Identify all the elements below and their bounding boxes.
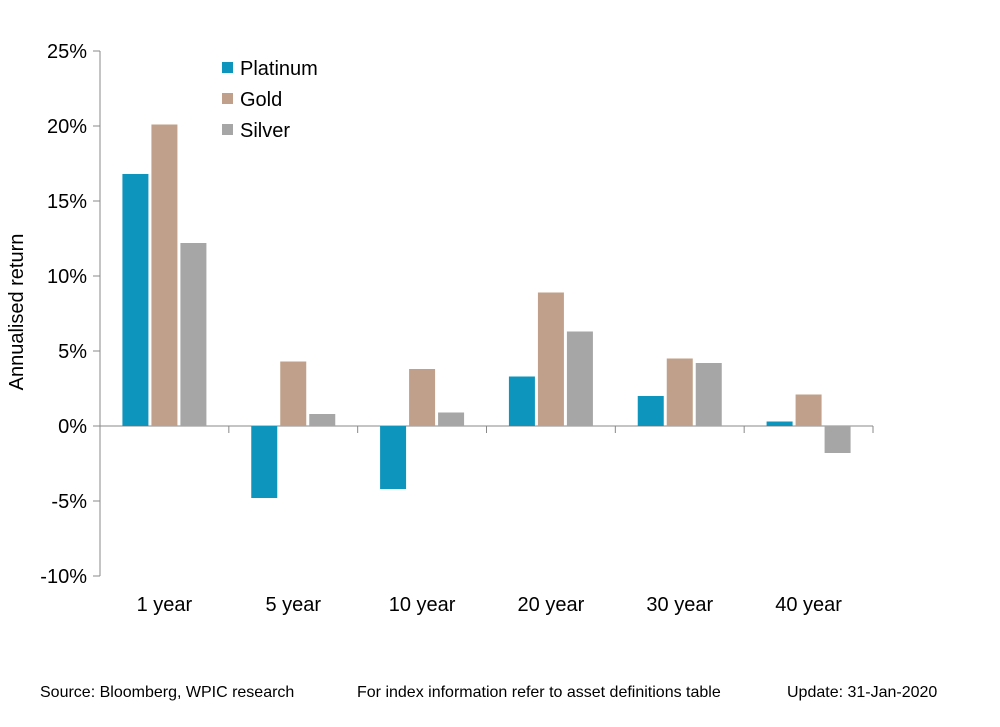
bar-gold (537, 292, 564, 426)
legend-swatch (222, 62, 233, 73)
bar-platinum (122, 174, 149, 426)
footer-source: Source: Bloomberg, WPIC research (40, 684, 295, 701)
y-axis: -10% -5% 0% 5% 10% 15% 20% 25% (40, 41, 101, 588)
bar-platinum (251, 426, 278, 498)
footer-update: Update: 31-Jan-2020 (787, 684, 938, 701)
footer-note: For index information refer to asset def… (357, 684, 721, 701)
bar-silver (438, 412, 465, 426)
legend-label: Gold (240, 89, 282, 111)
bar-platinum (766, 421, 793, 426)
x-tick-label: 10 year (389, 594, 456, 616)
x-tick-label: 40 year (775, 594, 842, 616)
y-tick-label: 10% (47, 266, 87, 288)
bar-silver (309, 414, 336, 426)
bar-gold (151, 124, 178, 426)
legend: Platinum Gold Silver (222, 58, 318, 142)
y-tick-label: 25% (47, 41, 87, 63)
x-tick-label: 30 year (646, 594, 713, 616)
x-tick-label: 1 year (137, 594, 193, 616)
bar-platinum (380, 426, 407, 489)
y-tick-label: 20% (47, 116, 87, 138)
bar-gold (795, 394, 822, 426)
bar-silver (824, 426, 851, 453)
y-tick-label: 0% (58, 416, 87, 438)
x-tick-label: 5 year (265, 594, 321, 616)
y-tick-label: 15% (47, 191, 87, 213)
bars (122, 124, 851, 498)
bar-gold (409, 369, 436, 426)
y-axis-label: Annualised return (6, 234, 28, 391)
bar-silver (180, 243, 207, 426)
y-tick-label: 5% (58, 341, 87, 363)
legend-label: Platinum (240, 58, 318, 80)
legend-swatch (222, 124, 233, 135)
bar-gold (280, 361, 307, 426)
bar-silver (695, 363, 722, 426)
y-tick-label: -5% (51, 491, 87, 513)
bar-platinum (508, 376, 535, 426)
legend-label: Silver (240, 120, 290, 142)
legend-swatch (222, 93, 233, 104)
bar-silver (566, 331, 593, 426)
x-axis: 1 year 5 year 10 year 20 year 30 year 40 year (99, 425, 874, 616)
x-tick-label: 20 year (518, 594, 585, 616)
bar-gold (666, 358, 693, 426)
y-tick-label: -10% (40, 566, 87, 588)
bar-platinum (637, 396, 664, 426)
